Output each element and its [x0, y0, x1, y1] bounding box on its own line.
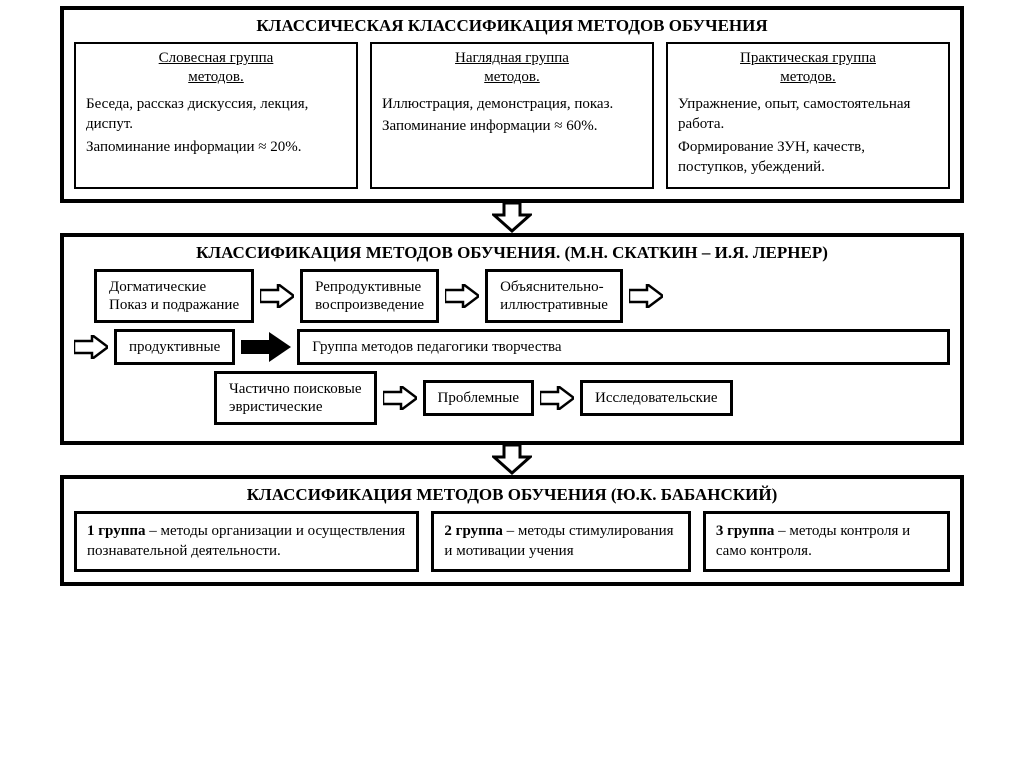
flow-row-1: Догматические Показ и подражание Репроду… — [94, 269, 950, 323]
text-line: Показ и подражание — [109, 296, 239, 314]
text-line: Иллюстрация, демонстрация, показ. — [382, 94, 642, 114]
flow-box-heuristic: Частично поисковые эвристические — [214, 371, 377, 425]
arrow-right-icon — [260, 284, 294, 308]
group-label: 3 группа — [716, 523, 775, 539]
babansky-group-1: 1 группа – методы организации и осуществ… — [74, 511, 419, 572]
flow-box-creativity-group: Группа методов педагогики творчества — [297, 329, 950, 365]
text-line: Репродуктивные — [315, 278, 424, 296]
text-line: Беседа, рассказ дискуссия, лекция, диспу… — [86, 94, 346, 135]
section-classical: КЛАССИЧЕСКАЯ КЛАССИФИКАЦИЯ МЕТОДОВ ОБУЧЕ… — [60, 6, 964, 203]
text-line: Формирование ЗУН, качеств, поступков, уб… — [678, 137, 938, 178]
section1-title: КЛАССИЧЕСКАЯ КЛАССИФИКАЦИЯ МЕТОДОВ ОБУЧЕ… — [74, 16, 950, 36]
flow-box-productive: продуктивные — [114, 329, 235, 365]
group-title: Наглядная группа — [382, 50, 642, 67]
babansky-group-3: 3 группа – методы контроля и само контро… — [703, 511, 950, 572]
group-label: 1 группа — [87, 523, 146, 539]
group-label: 2 группа — [444, 523, 503, 539]
text-line: Запоминание информации ≈ 20%. — [86, 137, 346, 157]
group-body: Упражнение, опыт, самостоятельная работа… — [678, 94, 938, 177]
text-line: Исследовательские — [595, 390, 718, 406]
text-line: продуктивные — [129, 339, 220, 355]
text-line: Догматические — [109, 278, 239, 296]
flow-box-problem: Проблемные — [423, 380, 535, 416]
flow-box-research: Исследовательские — [580, 380, 733, 416]
arrow-right-icon — [383, 386, 417, 410]
group-body: Беседа, рассказ дискуссия, лекция, диспу… — [86, 94, 346, 157]
section-babansky: КЛАССИФИКАЦИЯ МЕТОДОВ ОБУЧЕНИЯ (Ю.К. БАБ… — [60, 475, 964, 586]
text-line: воспроизведение — [315, 296, 424, 314]
text-line: Запоминание информации ≈ 60%. — [382, 116, 642, 136]
text-line: Упражнение, опыт, самостоятельная работа… — [678, 94, 938, 135]
flow-row-2: продуктивные Группа методов педагогики т… — [74, 329, 950, 365]
flow-box-dogmatic: Догматические Показ и подражание — [94, 269, 254, 323]
group-subtitle: методов. — [382, 69, 642, 86]
flow-box-reproductive: Репродуктивные воспроизведение — [300, 269, 439, 323]
flow-box-explanatory: Объяснительно- иллюстративные — [485, 269, 623, 323]
text-line: иллюстративные — [500, 296, 608, 314]
group-title: Практическая группа — [678, 50, 938, 67]
text-line: Проблемные — [438, 390, 520, 406]
text-line: Объяснительно- — [500, 278, 608, 296]
section1-groups: Словесная группа методов. Беседа, расска… — [74, 42, 950, 189]
group-verbal: Словесная группа методов. Беседа, расска… — [74, 42, 358, 189]
arrow-right-icon — [74, 335, 108, 359]
arrow-down-icon — [492, 445, 532, 475]
group-subtitle: методов. — [678, 69, 938, 86]
group-visual: Наглядная группа методов. Иллюстрация, д… — [370, 42, 654, 189]
babansky-group-2: 2 группа – методы стимулирования и мотив… — [431, 511, 690, 572]
section3-groups: 1 группа – методы организации и осуществ… — [74, 511, 950, 572]
text-line: Частично поисковые — [229, 380, 362, 398]
group-subtitle: методов. — [86, 69, 346, 86]
arrow-right-icon — [540, 386, 574, 410]
arrow-down-icon — [492, 203, 532, 233]
group-body: Иллюстрация, демонстрация, показ. Запоми… — [382, 94, 642, 137]
section3-title: КЛАССИФИКАЦИЯ МЕТОДОВ ОБУЧЕНИЯ (Ю.К. БАБ… — [74, 485, 950, 505]
arrow-right-icon — [629, 284, 663, 308]
section-skatkin-lerner: КЛАССИФИКАЦИЯ МЕТОДОВ ОБУЧЕНИЯ. (М.Н. СК… — [60, 233, 964, 445]
text-line: Группа методов педагогики творчества — [312, 339, 561, 355]
group-title: Словесная группа — [86, 50, 346, 67]
group-practical: Практическая группа методов. Упражнение,… — [666, 42, 950, 189]
text-line: эвристические — [229, 398, 362, 416]
flow-row-3: Частично поисковые эвристические Проблем… — [214, 371, 950, 425]
arrow-right-bold-icon — [241, 332, 291, 362]
section2-title: КЛАССИФИКАЦИЯ МЕТОДОВ ОБУЧЕНИЯ. (М.Н. СК… — [74, 243, 950, 263]
arrow-right-icon — [445, 284, 479, 308]
